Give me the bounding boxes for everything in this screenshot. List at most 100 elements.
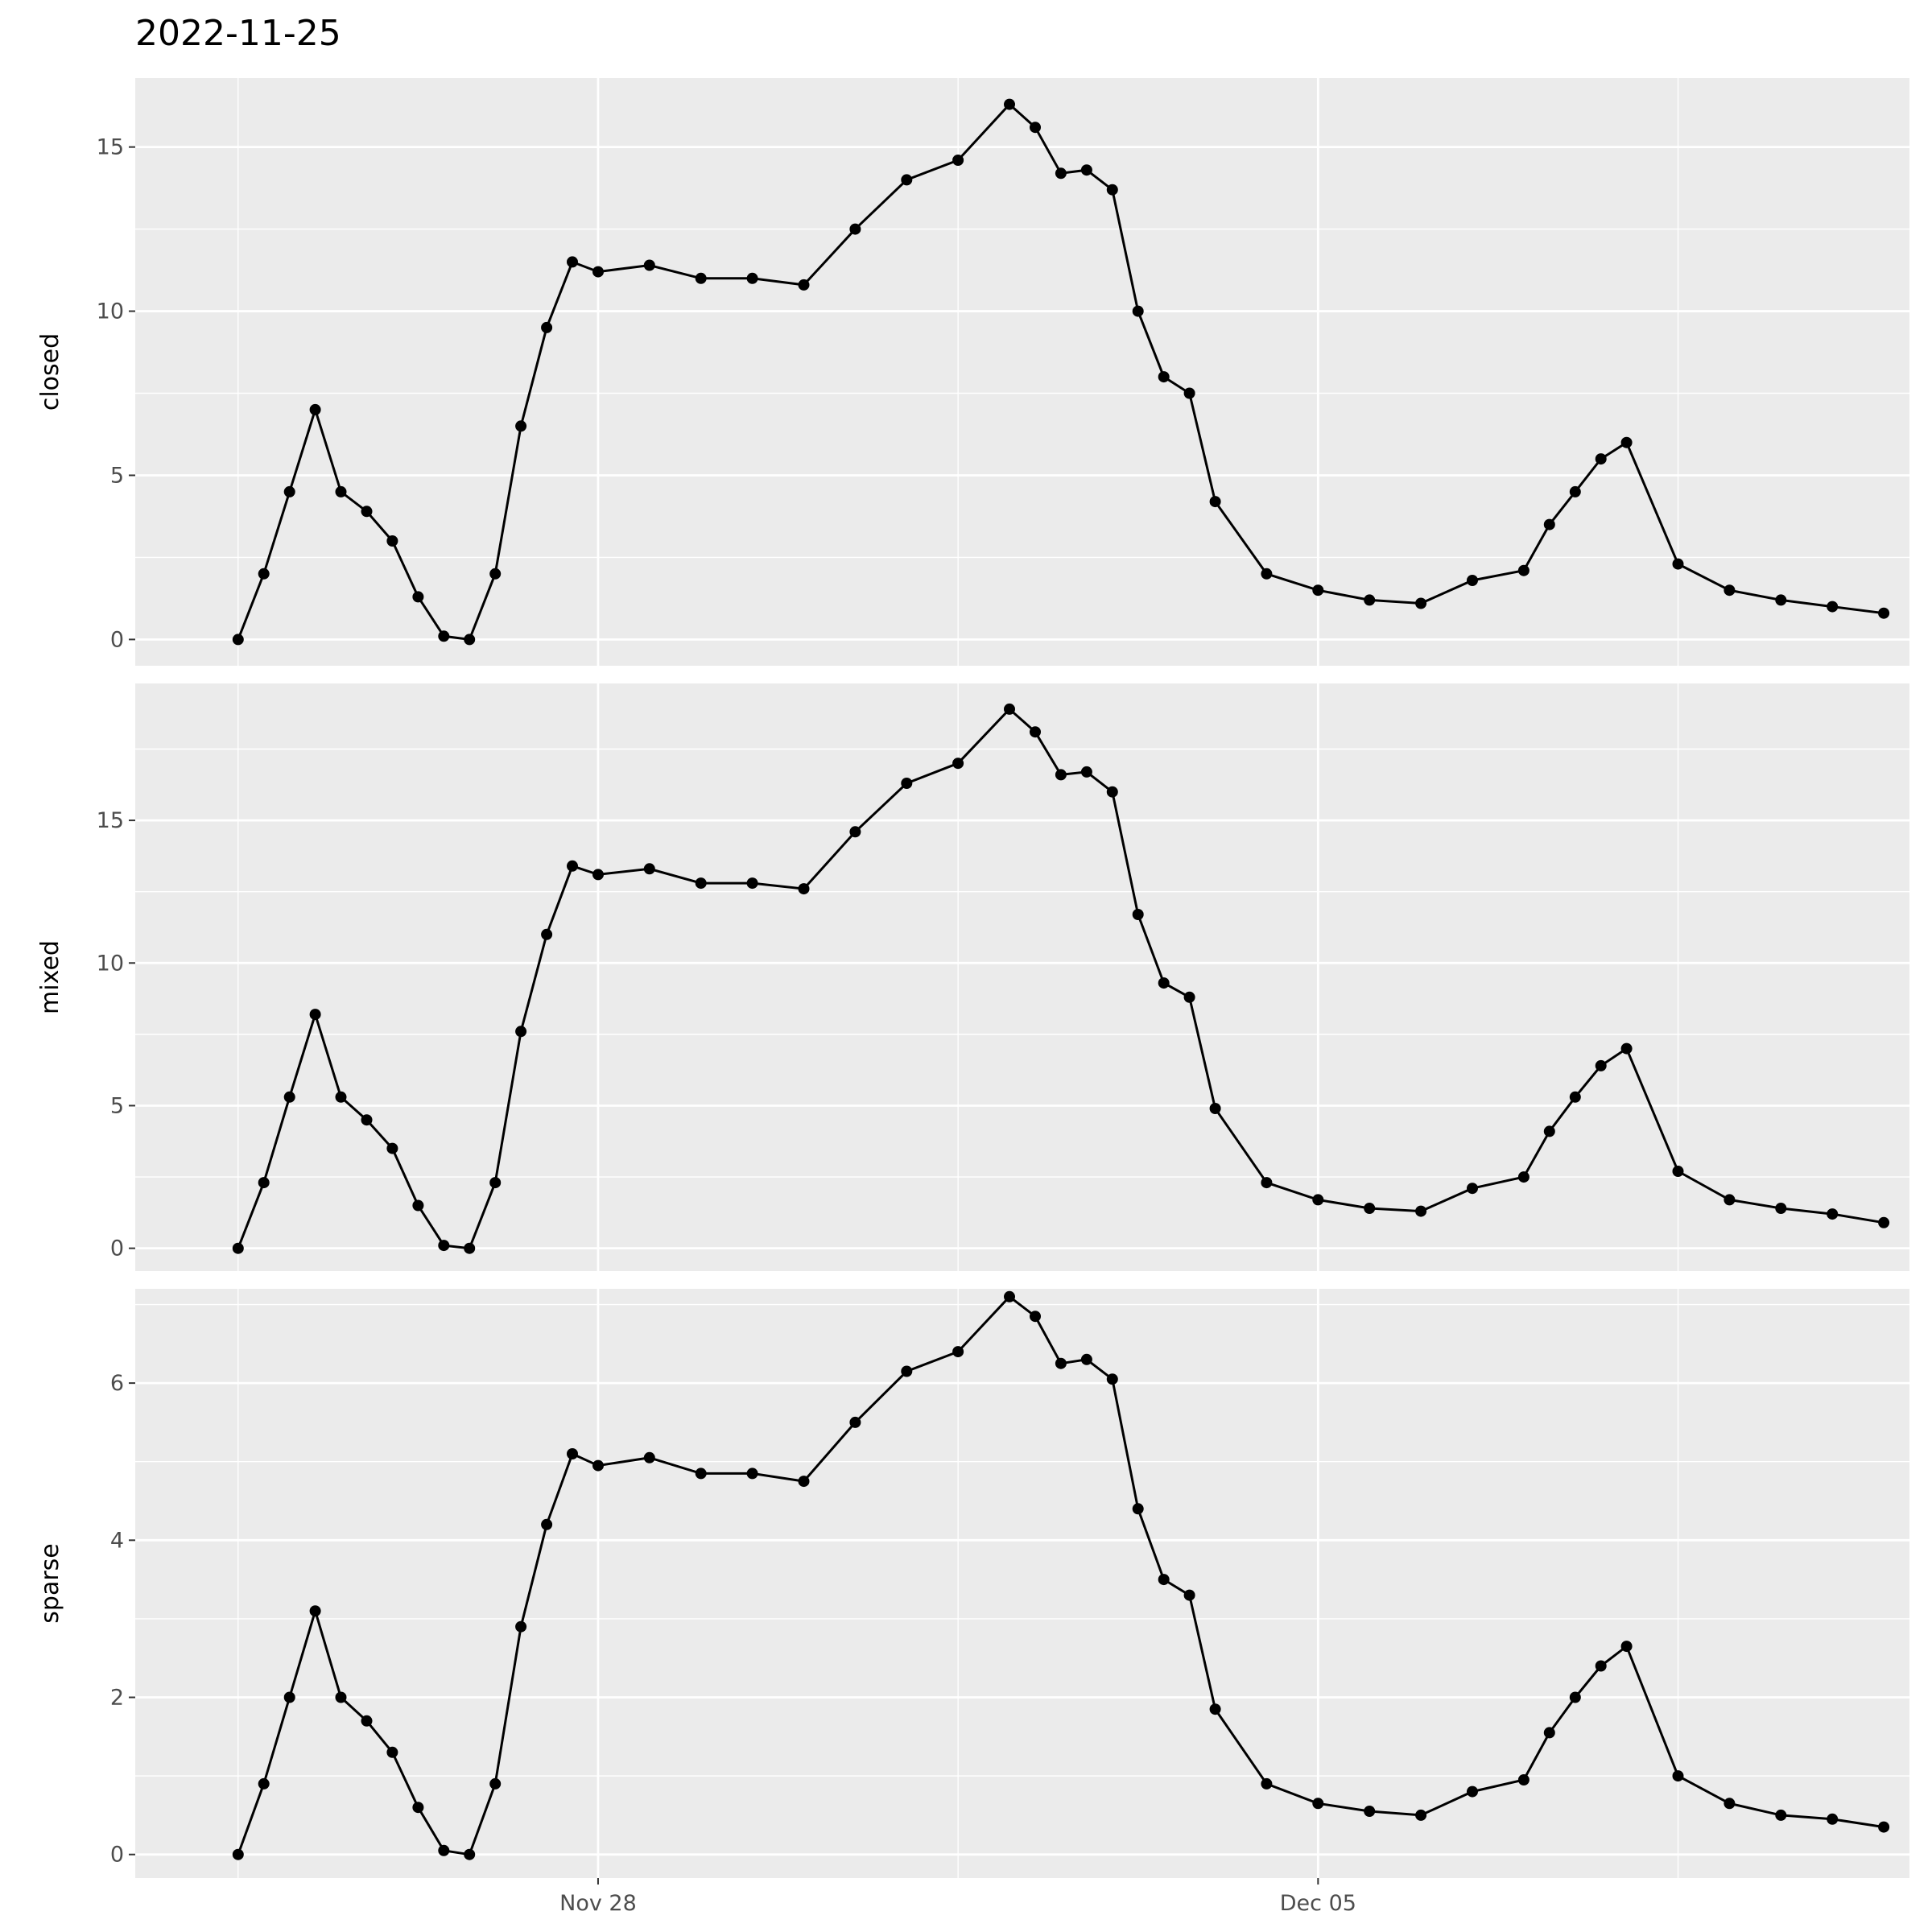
- data-point: [1106, 786, 1118, 798]
- data-point: [1878, 607, 1890, 619]
- data-point: [335, 1091, 347, 1103]
- y-axis-title: sparse: [36, 1543, 64, 1623]
- data-point: [1724, 1194, 1736, 1206]
- data-point: [1158, 371, 1170, 383]
- data-point: [1158, 977, 1170, 989]
- data-point: [567, 860, 578, 872]
- data-point: [1080, 1353, 1092, 1365]
- data-point: [1775, 1203, 1787, 1214]
- data-point: [1827, 1813, 1839, 1825]
- data-point: [464, 634, 476, 646]
- data-point: [1595, 453, 1607, 465]
- data-point: [464, 1848, 476, 1860]
- data-point: [901, 778, 913, 789]
- data-point: [541, 928, 553, 940]
- data-point: [464, 1242, 476, 1254]
- data-point: [1775, 1809, 1787, 1821]
- data-point: [1672, 1770, 1684, 1782]
- data-point: [1543, 518, 1555, 530]
- data-point: [1672, 558, 1684, 570]
- data-point: [515, 1026, 527, 1038]
- data-point: [1620, 436, 1633, 448]
- data-point: [798, 279, 810, 291]
- data-point: [1620, 1042, 1633, 1055]
- y-tick-label: 15: [97, 808, 124, 833]
- data-point: [592, 1459, 604, 1472]
- data-point: [1543, 1727, 1555, 1739]
- data-point: [386, 1142, 398, 1154]
- panel-mixed: 0 5 10 15 mixed: [36, 683, 1909, 1271]
- data-point: [1827, 601, 1839, 613]
- data-point: [232, 634, 244, 646]
- y-axis-title: closed: [36, 333, 64, 411]
- data-point: [1080, 164, 1092, 176]
- data-point: [1569, 1691, 1581, 1703]
- data-point: [567, 1448, 578, 1459]
- data-point: [1132, 1503, 1144, 1515]
- data-point: [1364, 1806, 1376, 1817]
- x-tick-label: Nov 28: [559, 1891, 637, 1916]
- y-tick-label: 0: [110, 627, 124, 652]
- data-point: [232, 1848, 244, 1860]
- y-axis-title: mixed: [36, 940, 64, 1014]
- series-line-closed: [237, 102, 1885, 642]
- data-point: [1467, 1183, 1478, 1195]
- data-point: [1030, 1311, 1041, 1323]
- data-point: [1209, 496, 1221, 508]
- data-point: [1158, 1574, 1170, 1586]
- data-point: [1364, 1203, 1376, 1214]
- data-point: [1878, 1821, 1890, 1833]
- data-point: [1595, 1059, 1607, 1071]
- data-point: [592, 869, 604, 881]
- y-tick-label: 5: [110, 463, 124, 488]
- data-point: [1415, 1809, 1427, 1821]
- data-point: [1261, 1777, 1273, 1790]
- data-point: [849, 826, 861, 838]
- data-point: [643, 1451, 655, 1463]
- data-point: [1004, 703, 1015, 715]
- data-point: [361, 1114, 373, 1126]
- data-point: [1055, 167, 1067, 180]
- data-point: [309, 1605, 321, 1617]
- series-line-mixed: [237, 707, 1885, 1250]
- y-tick-label: 2: [110, 1686, 124, 1711]
- data-point: [1312, 1798, 1324, 1810]
- data-point: [1672, 1166, 1684, 1177]
- data-point: [1055, 1357, 1067, 1369]
- data-point: [1030, 726, 1041, 738]
- data-point: [412, 591, 424, 603]
- data-point: [1724, 1798, 1736, 1810]
- data-point: [1004, 1290, 1015, 1302]
- data-point: [1106, 184, 1118, 196]
- data-point: [1261, 568, 1273, 580]
- data-point: [1080, 766, 1092, 778]
- data-point: [1569, 1091, 1581, 1103]
- data-point: [515, 420, 527, 432]
- data-point: [849, 223, 861, 235]
- data-point: [695, 877, 707, 890]
- data-point: [592, 266, 604, 278]
- data-point: [438, 1240, 450, 1252]
- data-point: [746, 1468, 758, 1480]
- data-point: [1878, 1216, 1890, 1228]
- data-point: [1415, 597, 1427, 609]
- data-point: [746, 877, 758, 890]
- data-point: [643, 863, 655, 875]
- panels: 0 5 10 15 closed 0 5 10 15 mixed 0 2 4 6 sparse Nov 28 D…: [36, 78, 1909, 1916]
- data-point: [361, 1715, 373, 1727]
- data-point: [489, 1177, 502, 1189]
- data-point: [412, 1802, 424, 1814]
- y-tick-label: 10: [97, 299, 124, 324]
- data-point: [1364, 594, 1376, 606]
- data-point: [489, 568, 502, 580]
- data-point: [1106, 1373, 1118, 1385]
- data-point: [283, 1091, 295, 1103]
- data-point: [1261, 1177, 1273, 1189]
- data-point: [643, 259, 655, 271]
- series-line-sparse: [237, 1294, 1885, 1856]
- data-point: [1030, 122, 1041, 134]
- data-point: [1415, 1205, 1427, 1217]
- data-point: [952, 155, 964, 166]
- data-point: [1209, 1703, 1221, 1715]
